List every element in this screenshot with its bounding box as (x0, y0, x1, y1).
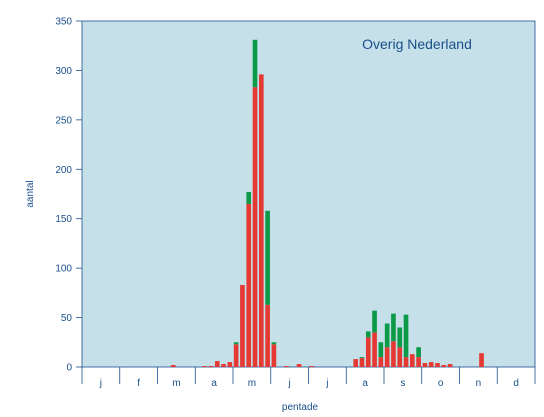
x-tick-label-month-9: s (400, 378, 405, 389)
bar-pentade-28-series-1 (252, 87, 258, 367)
bar-pentade-55-series-1 (422, 363, 428, 367)
bars-group (170, 39, 484, 367)
bar-pentade-26-series-1 (240, 284, 245, 367)
bar-pentade-57-series-1 (435, 363, 440, 367)
x-tick-label-month-11: n (476, 378, 482, 389)
bar-pentade-48-series-1 (378, 357, 384, 367)
bar-pentade-51-series-1 (397, 347, 403, 367)
bar-pentade-33-series-1 (284, 366, 289, 367)
bar-pentade-56-series-1 (428, 362, 434, 367)
x-axis-title: pentade (282, 402, 319, 413)
bar-pentade-22-series-1 (214, 361, 220, 367)
bar-pentade-53-series-1 (409, 354, 415, 367)
y-axis: 0 50 100 150 200 250 300 350 (55, 17, 82, 374)
bar-pentade-59-series-1 (447, 364, 453, 367)
bar-pentade-31-series-1 (271, 344, 277, 367)
bar-pentade-54-series-1 (416, 357, 421, 367)
bar-pentade-30-series-1 (265, 304, 270, 367)
bar-pentade-48-series-2 (378, 342, 384, 358)
y-tick-label-100: 100 (55, 264, 72, 275)
bar-pentade-49-series-2 (384, 323, 390, 348)
bar-pentade-54-series-2 (416, 347, 421, 358)
x-tick-label-month-8: a (362, 378, 368, 389)
y-axis-title: aantal (25, 180, 36, 207)
y-tick-label-200: 200 (55, 165, 72, 176)
x-tick-label-month-2: f (137, 378, 140, 389)
bar-pentade-28-series-2 (252, 39, 258, 88)
chart-title: Overig Nederland (362, 36, 472, 52)
bar-pentade-24-series-1 (227, 362, 233, 367)
x-tick-label-month-7: j (325, 378, 328, 389)
y-tick-label-150: 150 (55, 214, 72, 225)
bar-pentade-46-series-2 (365, 331, 371, 338)
bar-pentade-15-series-1 (170, 365, 176, 367)
bar-pentade-50-series-1 (391, 341, 396, 367)
bar-pentade-37-series-1 (309, 366, 314, 367)
y-tick-label-0: 0 (66, 363, 72, 374)
x-tick-label-month-5: m (248, 378, 256, 389)
bar-pentade-50-series-2 (391, 313, 396, 342)
x-tick-label-month-12: d (513, 378, 519, 389)
x-tick-label-month-4: a (211, 378, 217, 389)
bar-pentade-52-series-1 (403, 357, 409, 367)
bar-pentade-31-series-2 (271, 342, 277, 345)
bar-pentade-49-series-1 (384, 347, 390, 367)
bar-pentade-23-series-1 (221, 364, 226, 367)
y-tick-label-250: 250 (55, 115, 72, 126)
bar-pentade-52-series-2 (403, 314, 409, 358)
bar-pentade-35-series-1 (296, 364, 302, 367)
bar-pentade-51-series-2 (397, 327, 403, 348)
x-tick-label-month-6: j (288, 378, 291, 389)
x-tick-label-month-3: m (172, 378, 180, 389)
bar-pentade-44-series-1 (353, 359, 359, 367)
bar-pentade-30-series-2 (265, 210, 270, 305)
y-tick-label-50: 50 (61, 313, 73, 324)
bar-pentade-25-series-2 (233, 342, 239, 345)
bar-pentade-64-series-1 (479, 353, 484, 367)
y-tick-label-350: 350 (55, 17, 72, 28)
bar-pentade-45-series-1 (359, 358, 365, 367)
bar-pentade-21-series-1 (208, 366, 214, 367)
bar-pentade-29-series-1 (258, 74, 264, 367)
plot-area (81, 20, 536, 368)
bar-pentade-45-series-2 (359, 357, 365, 359)
bar-pentade-27-series-2 (246, 192, 252, 204)
bar-pentade-27-series-1 (246, 203, 252, 367)
x-tick-label-month-1: j (99, 378, 102, 389)
bar-pentade-46-series-1 (365, 337, 371, 367)
bar-pentade-47-series-1 (372, 332, 377, 367)
bar-pentade-47-series-2 (372, 310, 377, 333)
x-tick-label-month-10: o (438, 378, 444, 389)
bar-pentade-58-series-1 (441, 365, 447, 367)
bar-pentade-25-series-1 (233, 344, 239, 367)
y-tick-label-300: 300 (55, 66, 72, 77)
bar-pentade-20-series-1 (202, 366, 208, 367)
